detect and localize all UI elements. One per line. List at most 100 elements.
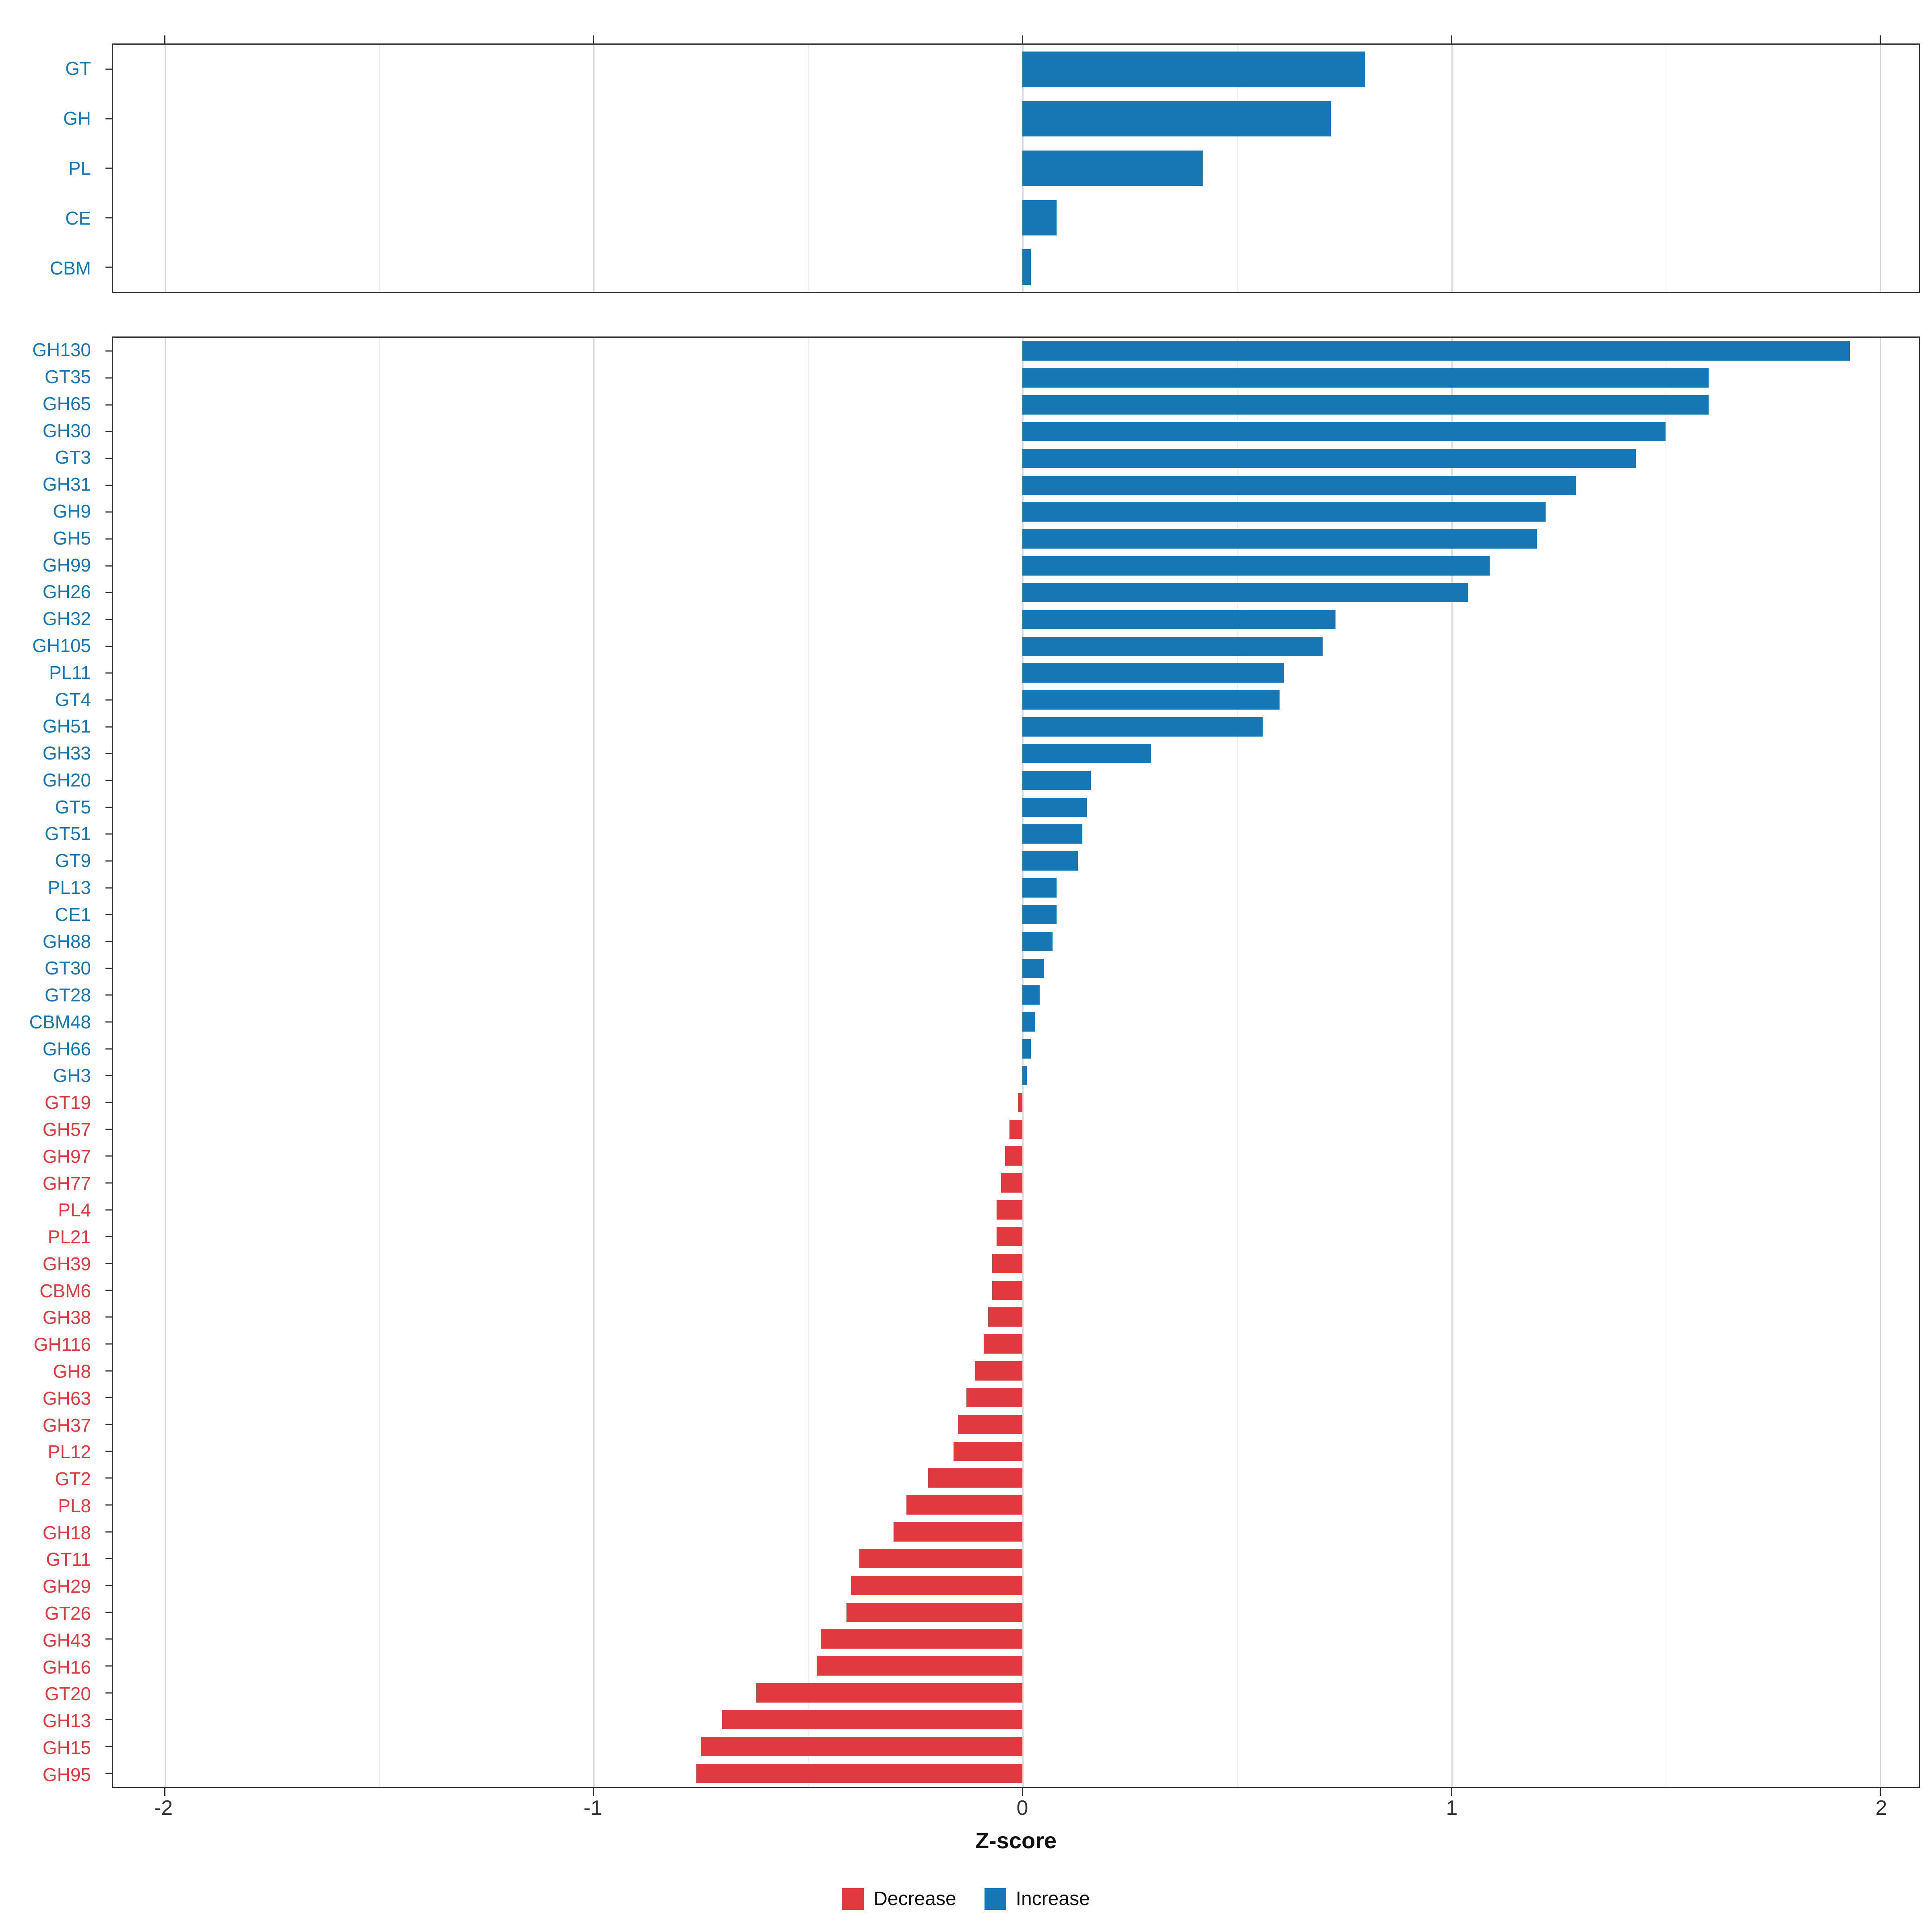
category-label-PL: PL xyxy=(68,158,91,179)
y-axis-tick-mark xyxy=(105,860,112,862)
y-axis-tick-mark xyxy=(105,1585,112,1586)
bar-GH18 xyxy=(894,1522,1022,1542)
category-label-GH99: GH99 xyxy=(42,554,91,576)
y-axis-tick-mark xyxy=(105,1129,112,1130)
y-axis-tick-mark xyxy=(105,511,112,513)
bar-GT26 xyxy=(846,1602,1022,1622)
x-axis-tick-mark xyxy=(1022,35,1023,43)
x-tick-label--2: -2 xyxy=(154,1796,173,1820)
bar-GT30 xyxy=(1022,958,1044,978)
category-label-PL8: PL8 xyxy=(58,1495,91,1516)
category-label-GH105: GH105 xyxy=(32,635,91,656)
y-axis-tick-mark xyxy=(105,1504,112,1506)
category-label-GH3: GH3 xyxy=(53,1065,91,1086)
category-label-GH95: GH95 xyxy=(42,1764,91,1785)
y-axis-tick-mark xyxy=(105,726,112,728)
bar-CBM6 xyxy=(992,1280,1022,1300)
legend: Decrease Increase xyxy=(0,1888,1932,1910)
x-axis-tick-mark xyxy=(593,1788,594,1796)
bar-GT4 xyxy=(1022,690,1280,710)
y-axis-tick-mark xyxy=(105,1370,112,1372)
family-y-axis-labels: GH130 GT35 GH65 GH30 GT3 GH31 GH9 GH5 GH99 GH26 GH… xyxy=(0,336,101,1788)
x-axis-tick-mark xyxy=(1880,35,1881,43)
category-label-GH57: GH57 xyxy=(42,1119,91,1140)
y-axis-tick-mark xyxy=(105,646,112,647)
bar-PL13 xyxy=(1022,878,1057,898)
bar-PL4 xyxy=(997,1200,1022,1220)
minor-gridline xyxy=(379,45,380,292)
major-gridline xyxy=(593,338,595,1787)
bar-GH66 xyxy=(1022,1039,1031,1059)
legend-swatch-increase xyxy=(984,1888,1006,1910)
x-tick-label-1: 1 xyxy=(1446,1796,1458,1820)
bar-GH43 xyxy=(821,1629,1022,1649)
category-label-GT5: GT5 xyxy=(55,796,91,817)
y-axis-tick-mark xyxy=(105,699,112,701)
y-axis-tick-mark xyxy=(105,1316,112,1318)
y-axis-tick-mark xyxy=(105,1558,112,1559)
bar-GH30 xyxy=(1022,422,1666,442)
x-axis-tick-labels: -2 -1 0 1 2 xyxy=(112,1796,1920,1822)
y-axis-tick-mark xyxy=(105,1236,112,1237)
category-label-GH8: GH8 xyxy=(53,1360,91,1382)
bar-GH3 xyxy=(1022,1066,1027,1086)
category-label-GH32: GH32 xyxy=(42,608,91,630)
y-axis-tick-mark xyxy=(105,217,112,219)
y-axis-tick-mark xyxy=(105,1263,112,1264)
category-label-GH15: GH15 xyxy=(42,1737,91,1758)
y-axis-tick-mark xyxy=(105,565,112,567)
x-axis-tick-mark xyxy=(1451,1788,1452,1796)
bar-GH13 xyxy=(722,1710,1022,1730)
y-axis-tick-mark xyxy=(105,1021,112,1023)
legend-item-increase: Increase xyxy=(984,1888,1090,1910)
category-label-GT11: GT11 xyxy=(46,1549,91,1570)
category-label-GH43: GH43 xyxy=(42,1629,91,1651)
category-label-GT51: GT51 xyxy=(44,823,91,844)
bar-GH9 xyxy=(1022,502,1546,522)
category-label-GH16: GH16 xyxy=(42,1656,91,1678)
y-axis-tick-mark xyxy=(105,1343,112,1345)
legend-item-decrease: Decrease xyxy=(842,1888,956,1910)
major-gridline xyxy=(593,45,595,292)
bar-GH31 xyxy=(1022,475,1576,495)
x-axis-tick-mark xyxy=(1880,1788,1881,1796)
category-label-GH30: GH30 xyxy=(42,420,91,441)
category-label-GT20: GT20 xyxy=(44,1683,91,1705)
bar-GH20 xyxy=(1022,771,1091,790)
category-label-CBM: CBM xyxy=(50,258,91,279)
bar-GH8 xyxy=(975,1361,1022,1381)
category-label-CBM48: CBM48 xyxy=(29,1011,91,1032)
bar-GT5 xyxy=(1022,797,1087,817)
bar-PL8 xyxy=(906,1495,1022,1515)
category-label-GH116: GH116 xyxy=(33,1334,91,1355)
legend-label-decrease: Decrease xyxy=(873,1888,956,1909)
bar-PL xyxy=(1022,150,1203,186)
bar-GH39 xyxy=(992,1254,1022,1273)
y-axis-tick-mark xyxy=(105,807,112,808)
bar-GT2 xyxy=(928,1468,1022,1488)
category-label-PL4: PL4 xyxy=(58,1199,91,1221)
category-label-GH88: GH88 xyxy=(42,931,91,952)
bar-GH29 xyxy=(850,1576,1022,1595)
bar-PL11 xyxy=(1022,663,1284,683)
category-label-GH13: GH13 xyxy=(42,1710,91,1732)
category-label-GH65: GH65 xyxy=(42,393,91,414)
category-label-GT30: GT30 xyxy=(44,958,91,979)
summary-panel xyxy=(105,35,1920,293)
category-label-GH37: GH37 xyxy=(42,1414,91,1436)
y-axis-tick-mark xyxy=(105,941,112,942)
category-label-PL21: PL21 xyxy=(47,1226,91,1248)
bar-GH15 xyxy=(700,1737,1022,1756)
y-axis-tick-mark xyxy=(105,118,112,120)
bar-GH77 xyxy=(1001,1173,1022,1193)
y-axis-tick-mark xyxy=(105,1102,112,1103)
category-label-CBM6: CBM6 xyxy=(39,1280,91,1301)
bar-GH xyxy=(1022,101,1331,137)
y-axis-tick-mark xyxy=(105,833,112,835)
x-tick-label-0: 0 xyxy=(1016,1796,1028,1820)
bar-GH99 xyxy=(1022,556,1490,576)
y-axis-tick-mark xyxy=(105,1692,112,1694)
x-tick-label-2: 2 xyxy=(1875,1796,1887,1820)
category-label-GT9: GT9 xyxy=(55,850,91,871)
bar-CBM xyxy=(1022,249,1031,285)
